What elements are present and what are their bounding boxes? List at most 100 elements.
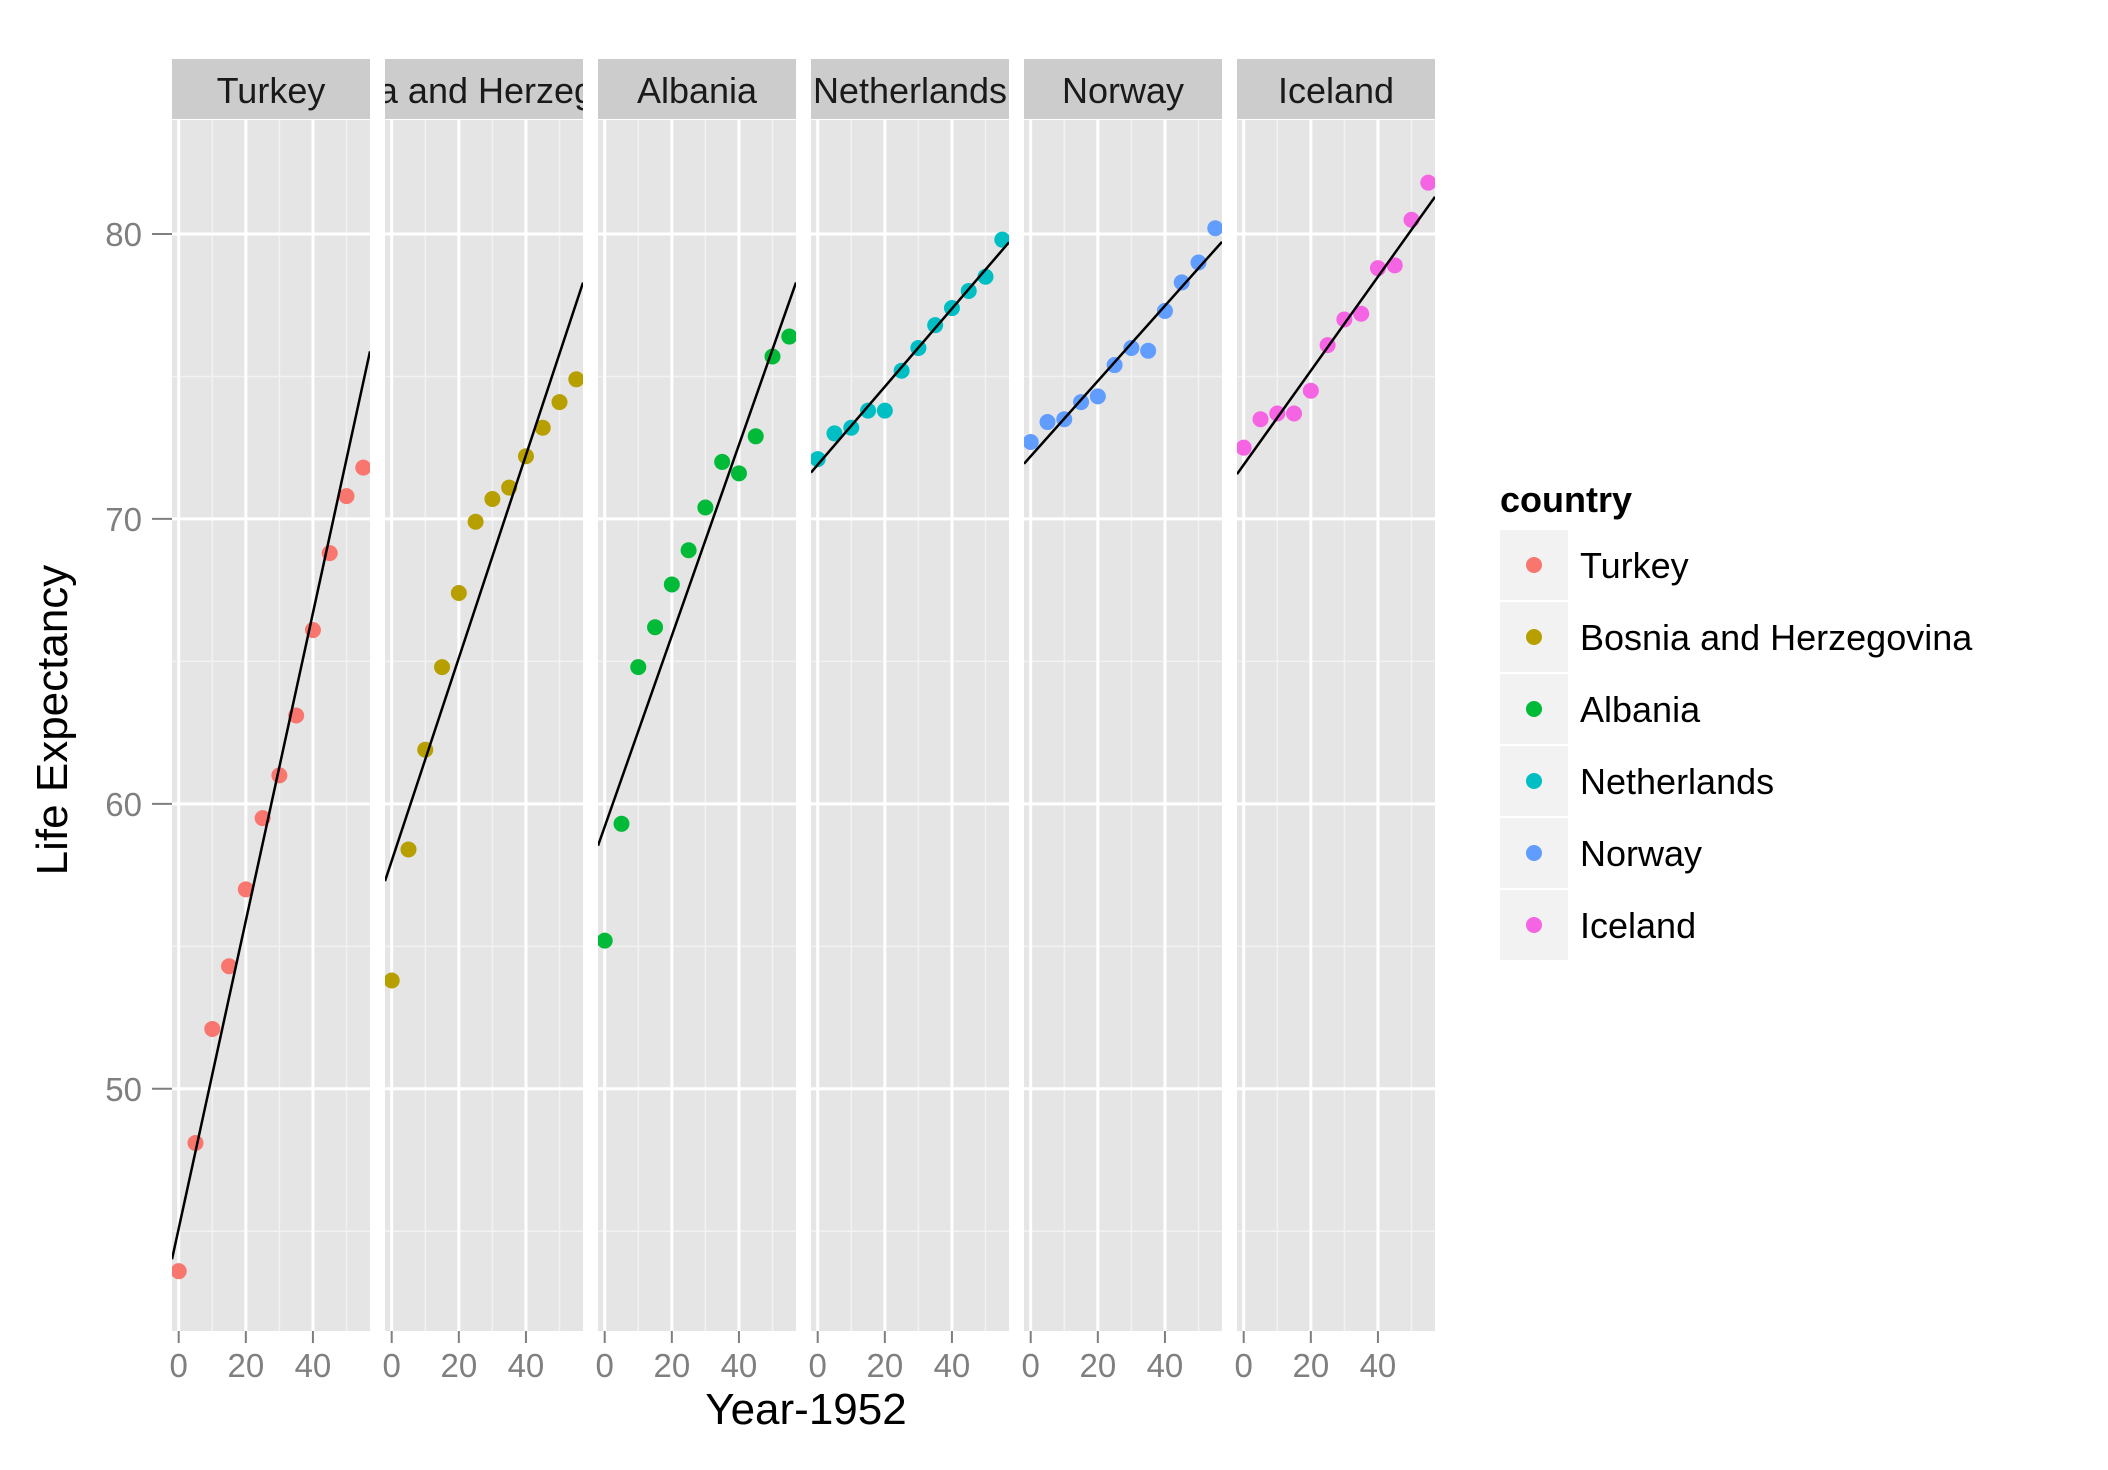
x-tick-label: 20	[227, 1347, 264, 1384]
facet-panel-5: Norway 0 20 40	[1022, 59, 1222, 1384]
legend-label: Bosnia and Herzegovina	[1580, 617, 1973, 658]
legend: country Turkey Bosnia and Herzegovina Alba…	[1500, 479, 1973, 960]
data-point	[1336, 311, 1353, 328]
legend-label: Iceland	[1580, 905, 1696, 946]
facet-strip	[598, 59, 796, 119]
legend-label: Turkey	[1580, 545, 1689, 586]
x-tick-label: 0	[596, 1347, 614, 1384]
data-point	[663, 576, 680, 593]
legend-key-point	[1526, 701, 1542, 717]
legend-item: Turkey	[1500, 530, 1689, 600]
panel-background	[172, 120, 370, 1331]
data-point	[1173, 274, 1190, 291]
data-point	[826, 425, 843, 442]
data-point	[1207, 220, 1222, 237]
data-point	[568, 371, 583, 388]
data-point	[730, 465, 747, 482]
legend-item: Netherlands	[1500, 746, 1774, 816]
facet-strip-label: Iceland	[1278, 70, 1394, 111]
data-point	[1302, 382, 1319, 399]
data-point	[467, 513, 484, 530]
x-tick-label: 0	[1022, 1347, 1040, 1384]
legend-label: Netherlands	[1580, 761, 1774, 802]
y-tick-label-70: 70	[105, 501, 142, 538]
data-point	[1156, 302, 1173, 319]
x-tick-label: 20	[866, 1347, 903, 1384]
panel-background	[1237, 120, 1435, 1331]
data-point	[876, 402, 893, 419]
legend-label: Norway	[1580, 833, 1702, 874]
legend-item: Iceland	[1500, 890, 1696, 960]
legend-item: Albania	[1500, 674, 1701, 744]
facet-panels: 50 60 70 80 Turkey 0 20 40 Bosnia and Herzegovin…	[105, 59, 1435, 1384]
panel-background	[1024, 120, 1222, 1331]
x-tick-label: 20	[1292, 1347, 1329, 1384]
data-point	[1140, 342, 1157, 359]
x-tick-label: 40	[1360, 1347, 1397, 1384]
x-tick-label: 40	[1147, 1347, 1184, 1384]
legend-key-point	[1526, 773, 1542, 789]
y-tick-label-60: 60	[105, 786, 142, 823]
data-point	[860, 402, 877, 419]
facet-panel-6: Iceland 0 20 40	[1235, 59, 1435, 1384]
data-point	[1286, 405, 1303, 422]
data-point	[172, 1263, 187, 1280]
data-point	[385, 972, 400, 989]
trend-line	[172, 351, 370, 1260]
x-tick-label: 20	[1079, 1347, 1116, 1384]
data-point	[450, 585, 467, 602]
trend-line	[385, 282, 583, 882]
data-point	[400, 841, 417, 858]
x-tick-label: 40	[934, 1347, 971, 1384]
y-tick-label-80: 80	[105, 216, 142, 253]
facet-strip	[1024, 59, 1222, 119]
data-point	[338, 488, 355, 505]
data-point	[811, 451, 826, 468]
legend-item: Bosnia and Herzegovina	[1500, 602, 1973, 672]
panel-background	[385, 120, 583, 1331]
data-point	[1039, 414, 1056, 431]
data-point	[1420, 174, 1435, 191]
data-point	[1252, 411, 1269, 428]
data-point	[1386, 257, 1403, 274]
data-point	[680, 542, 697, 559]
facet-strip	[811, 59, 1009, 119]
facet-strip-label: Norway	[1062, 70, 1184, 111]
data-point	[1123, 339, 1140, 356]
x-tick-label: 20	[440, 1347, 477, 1384]
facet-strip	[385, 59, 583, 119]
facet-strip	[1237, 59, 1435, 119]
trend-line	[811, 241, 1009, 474]
panel-background	[811, 120, 1009, 1331]
data-point	[221, 958, 238, 975]
x-tick-label: 40	[295, 1347, 332, 1384]
panel-background	[598, 120, 796, 1331]
x-tick-label: 40	[508, 1347, 545, 1384]
data-point	[714, 453, 731, 470]
x-tick-label: 0	[809, 1347, 827, 1384]
legend-key-point	[1526, 557, 1542, 573]
data-point	[237, 881, 254, 898]
data-point	[647, 619, 664, 636]
y-axis-title: Life Expectancy	[28, 565, 77, 876]
data-point	[630, 659, 647, 676]
data-point	[1353, 305, 1370, 322]
facet-panel-4: Netherlands 0 20 40	[809, 59, 1009, 1384]
facet-strip	[172, 59, 370, 119]
x-tick-label: 20	[653, 1347, 690, 1384]
facet-strip-label: Turkey	[217, 70, 326, 111]
legend-key-point	[1526, 629, 1542, 645]
data-point	[484, 490, 501, 507]
legend-title: country	[1500, 479, 1632, 520]
x-tick-label: 40	[721, 1347, 758, 1384]
facet-strip-label: Bosnia and Herzegovina	[288, 70, 681, 111]
facet-strip-label: Albania	[637, 70, 758, 111]
facet-strip-label: Netherlands	[813, 70, 1007, 111]
data-point	[1237, 439, 1252, 456]
data-point	[893, 362, 910, 379]
data-point	[434, 659, 451, 676]
data-point	[534, 419, 551, 436]
x-axis-title: Year-1952	[705, 1385, 906, 1434]
data-point	[551, 394, 568, 411]
y-tick-label-50: 50	[105, 1071, 142, 1108]
